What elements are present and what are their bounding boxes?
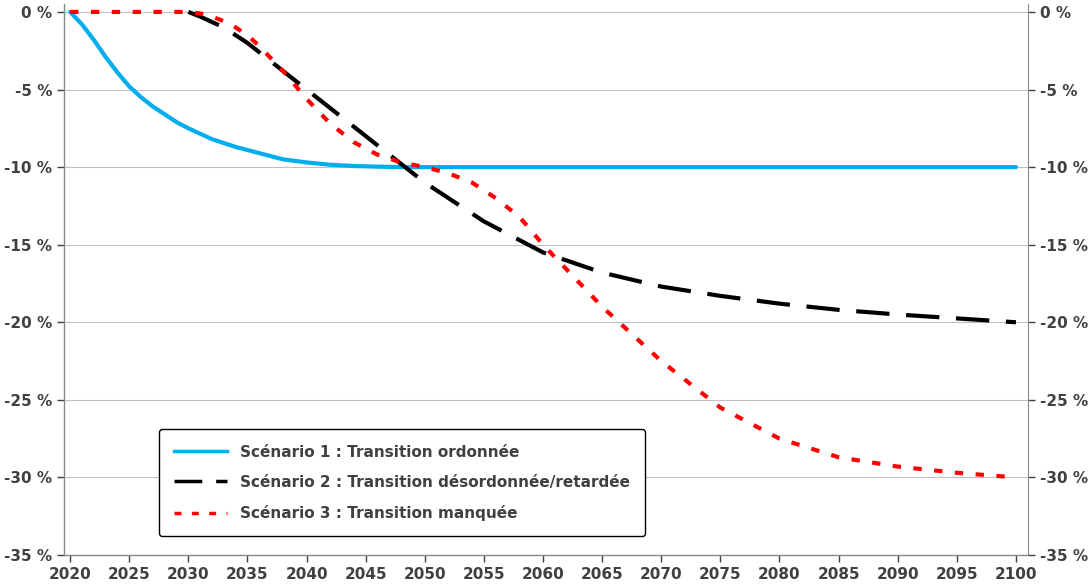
Legend: Scénario 1 : Transition ordonnée, Scénario 2 : Transition désordonnée/retardée, : Scénario 1 : Transition ordonnée, Scénar… bbox=[158, 430, 645, 536]
